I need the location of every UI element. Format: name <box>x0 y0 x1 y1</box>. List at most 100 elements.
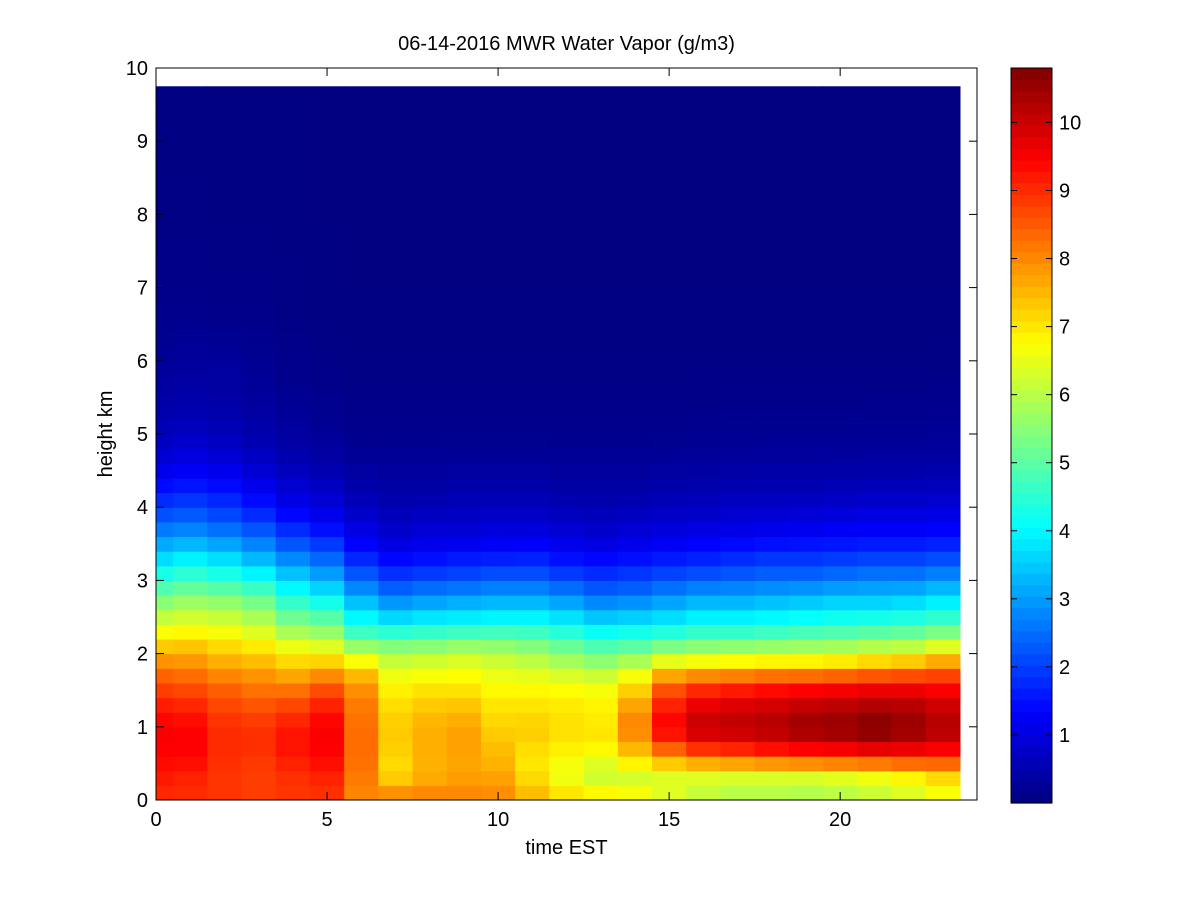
heatmap-cell <box>720 229 756 245</box>
heatmap-cell <box>309 463 345 479</box>
heatmap-cell <box>173 477 208 494</box>
heatmap-cell <box>617 229 653 245</box>
heatmap-cell <box>412 580 448 596</box>
heatmap-cell <box>446 536 482 552</box>
colorbar-segment <box>1011 630 1052 643</box>
heatmap-cell <box>583 111 619 128</box>
heatmap-cell <box>754 214 790 230</box>
heatmap-cell <box>515 682 550 699</box>
heatmap-cell <box>617 580 653 596</box>
heatmap-cell <box>549 97 585 113</box>
heatmap-cell <box>446 565 482 581</box>
heatmap-cell <box>344 741 379 757</box>
heatmap-cell <box>309 390 345 406</box>
heatmap-cell <box>309 521 345 538</box>
heatmap-cell <box>156 331 174 347</box>
heatmap-cell <box>480 463 516 479</box>
heatmap-cell <box>309 668 345 684</box>
heatmap-cell <box>480 360 516 377</box>
heatmap-cell <box>652 580 687 596</box>
heatmap-cell <box>925 448 961 464</box>
heatmap-cell <box>173 126 208 142</box>
heatmap-cell <box>207 331 243 347</box>
heatmap-cell <box>857 448 893 464</box>
heatmap-cell <box>617 126 653 142</box>
heatmap-cell <box>156 638 174 655</box>
heatmap-cell <box>652 448 687 464</box>
colorbar-segment <box>1011 182 1052 195</box>
heatmap-cell <box>617 770 653 786</box>
heatmap-cell <box>156 434 174 450</box>
heatmap-cell <box>241 521 277 538</box>
heatmap-cell <box>173 668 208 684</box>
heatmap-cell <box>344 580 379 596</box>
heatmap-cell <box>173 419 208 435</box>
heatmap-cell <box>788 331 824 347</box>
y-tick-label: 0 <box>137 790 148 812</box>
heatmap-cell <box>275 199 311 215</box>
heatmap-cell <box>583 390 619 406</box>
colorbar-segment <box>1011 745 1052 758</box>
colorbar-segment <box>1011 607 1052 620</box>
heatmap-cell <box>173 609 208 625</box>
heatmap-cell <box>275 331 311 347</box>
heatmap-cell <box>156 463 174 479</box>
heatmap-cell <box>344 624 379 640</box>
colorbar-tick-label: 9 <box>1059 181 1070 203</box>
heatmap-cell <box>823 741 858 757</box>
heatmap-cell <box>156 86 174 98</box>
heatmap-cell <box>480 155 516 172</box>
heatmap-cell <box>207 741 243 757</box>
heatmap-cell <box>480 272 516 289</box>
heatmap-cell <box>925 434 961 450</box>
heatmap-cell <box>241 448 277 464</box>
heatmap-cell <box>823 360 858 377</box>
heatmap-cell <box>446 155 482 172</box>
heatmap-cell <box>344 463 379 479</box>
heatmap-cell <box>720 185 756 201</box>
heatmap-cell <box>207 97 243 113</box>
heatmap-cell <box>515 272 550 289</box>
heatmap-cell <box>583 741 619 757</box>
colorbar-segment <box>1011 665 1052 678</box>
heatmap-cell <box>378 360 414 377</box>
heatmap-cell <box>549 170 585 186</box>
heatmap-cell <box>515 770 550 786</box>
heatmap-cell <box>857 258 893 274</box>
heatmap-cell <box>156 785 174 800</box>
heatmap-cell <box>241 126 277 142</box>
heatmap-cell <box>241 609 277 625</box>
heatmap-cell <box>720 770 756 786</box>
heatmap-cell <box>480 214 516 230</box>
heatmap-cell <box>156 243 174 259</box>
heatmap-cell <box>412 595 448 611</box>
heatmap-cell <box>344 609 379 625</box>
heatmap-cell <box>309 712 345 728</box>
heatmap-cell <box>823 272 858 289</box>
heatmap-cell <box>891 141 927 157</box>
heatmap-cell <box>686 360 722 377</box>
heatmap-cell <box>754 346 790 362</box>
heatmap-cell <box>446 229 482 245</box>
heatmap-cell <box>857 741 893 757</box>
heatmap-cell <box>173 155 208 172</box>
heatmap-cell <box>686 375 722 391</box>
heatmap-cell <box>925 141 961 157</box>
heatmap-cell <box>480 551 516 567</box>
heatmap-cell <box>515 111 550 128</box>
heatmap-cell <box>754 741 790 757</box>
heatmap-cell <box>754 287 790 303</box>
colorbar-segment <box>1011 113 1052 127</box>
heatmap-cell <box>173 214 208 230</box>
heatmap-cell <box>446 521 482 538</box>
heatmap-cell <box>549 477 585 494</box>
colorbar-segment <box>1011 550 1052 563</box>
heatmap-cell <box>344 258 379 274</box>
heatmap-cell <box>446 477 482 494</box>
heatmap-cell <box>857 86 893 98</box>
heatmap-cell <box>275 214 311 230</box>
heatmap-cell <box>823 287 858 303</box>
heatmap-cell <box>480 770 516 786</box>
heatmap-cell <box>241 272 277 289</box>
